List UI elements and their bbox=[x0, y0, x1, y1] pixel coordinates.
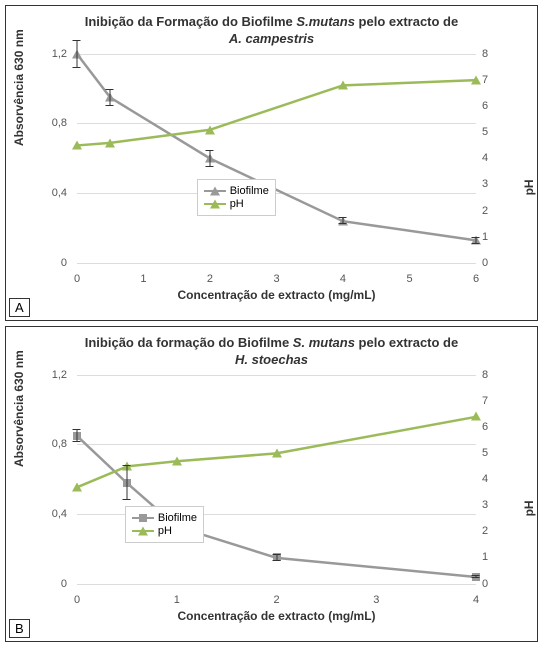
y2-tick-label: 3 bbox=[482, 178, 502, 190]
x-axis-title: Concentração de extracto (mg/mL) bbox=[177, 609, 375, 623]
title-species2: A. campestris bbox=[229, 31, 314, 46]
legend-item: pH bbox=[204, 198, 269, 210]
y2-tick-label: 0 bbox=[482, 578, 502, 590]
panel-label-a: A bbox=[9, 298, 30, 317]
x-tick-label: 3 bbox=[373, 594, 379, 606]
data-marker bbox=[72, 141, 82, 150]
x-axis-title: Concentração de extracto (mg/mL) bbox=[177, 288, 375, 302]
legend-label: Biofilme bbox=[158, 512, 197, 524]
data-marker bbox=[471, 75, 481, 84]
legend-item: pH bbox=[132, 525, 197, 537]
data-marker bbox=[72, 482, 82, 491]
legend-label: pH bbox=[158, 525, 172, 537]
x-tick-label: 3 bbox=[273, 273, 279, 285]
y2-tick-label: 2 bbox=[482, 525, 502, 537]
y1-tick-label: 1,2 bbox=[37, 369, 67, 381]
y2-tick-label: 5 bbox=[482, 126, 502, 138]
legend-item: Biofilme bbox=[132, 512, 197, 524]
error-bar bbox=[126, 465, 127, 500]
chart-title-b: Inibição da formação do Biofilme S. muta… bbox=[14, 335, 529, 369]
x-tick-label: 4 bbox=[473, 594, 479, 606]
y1-tick-label: 1,2 bbox=[37, 48, 67, 60]
y2-tick-label: 0 bbox=[482, 257, 502, 269]
data-marker bbox=[471, 412, 481, 421]
legend-label: pH bbox=[230, 198, 244, 210]
y2-tick-label: 1 bbox=[482, 551, 502, 563]
error-bar bbox=[476, 237, 477, 244]
y2-tick-label: 4 bbox=[482, 152, 502, 164]
x-tick-label: 1 bbox=[174, 594, 180, 606]
legend-item: Biofilme bbox=[204, 185, 269, 197]
title-species2: H. stoechas bbox=[235, 352, 308, 367]
title-prefix: Inibição da formação do Biofilme bbox=[85, 335, 293, 350]
x-tick-label: 6 bbox=[473, 273, 479, 285]
y2-axis-title: pH bbox=[522, 500, 536, 516]
legend: BiofilmepH bbox=[197, 179, 276, 216]
legend-label: Biofilme bbox=[230, 185, 269, 197]
title-prefix: Inibição da Formação do Biofilme bbox=[85, 14, 297, 29]
y2-tick-label: 6 bbox=[482, 421, 502, 433]
chart-container-a: Absorvência 630 nm pH 00,40,81,201234567… bbox=[59, 54, 494, 294]
x-tick-label: 4 bbox=[340, 273, 346, 285]
y2-tick-label: 5 bbox=[482, 447, 502, 459]
data-marker bbox=[105, 138, 115, 147]
plot-area-a: 00,40,81,20123456780123456BiofilmepH bbox=[77, 54, 476, 264]
y2-tick-label: 2 bbox=[482, 205, 502, 217]
y2-tick-label: 4 bbox=[482, 473, 502, 485]
gridline bbox=[77, 263, 476, 264]
y1-tick-label: 0,4 bbox=[37, 187, 67, 199]
title-species1: S. mutans bbox=[293, 335, 355, 350]
error-bar bbox=[209, 150, 210, 167]
title-mid: pelo extracto de bbox=[355, 335, 458, 350]
y2-tick-label: 6 bbox=[482, 100, 502, 112]
chart-svg bbox=[77, 54, 476, 263]
y2-tick-label: 7 bbox=[482, 74, 502, 86]
y2-tick-label: 3 bbox=[482, 499, 502, 511]
x-tick-label: 2 bbox=[207, 273, 213, 285]
data-marker bbox=[205, 125, 215, 134]
error-bar bbox=[77, 40, 78, 68]
chart-title-a: Inibição da Formação do Biofilme S.mutan… bbox=[14, 14, 529, 48]
chart-panel-a: Inibição da Formação do Biofilme S.mutan… bbox=[5, 5, 538, 321]
error-bar bbox=[476, 575, 477, 578]
y1-axis-title: Absorvência 630 nm bbox=[12, 350, 26, 467]
error-bar bbox=[342, 217, 343, 224]
y1-tick-label: 0,8 bbox=[37, 117, 67, 129]
title-mid: pelo extracto de bbox=[355, 14, 458, 29]
x-tick-label: 2 bbox=[273, 594, 279, 606]
plot-area-b: 00,40,81,201234567801234BiofilmepH bbox=[77, 375, 476, 585]
error-bar bbox=[276, 554, 277, 561]
chart-svg bbox=[77, 375, 476, 584]
chart-panel-b: Inibição da formação do Biofilme S. muta… bbox=[5, 326, 538, 642]
y1-tick-label: 0 bbox=[37, 578, 67, 590]
y1-tick-label: 0,8 bbox=[37, 438, 67, 450]
error-bar bbox=[77, 429, 78, 443]
y2-axis-title: pH bbox=[522, 179, 536, 195]
gridline bbox=[77, 584, 476, 585]
data-marker bbox=[172, 456, 182, 465]
y2-tick-label: 7 bbox=[482, 395, 502, 407]
legend: BiofilmepH bbox=[125, 506, 204, 543]
y1-tick-label: 0 bbox=[37, 257, 67, 269]
data-marker bbox=[272, 448, 282, 457]
x-tick-label: 0 bbox=[74, 273, 80, 285]
y2-tick-label: 8 bbox=[482, 48, 502, 60]
x-tick-label: 0 bbox=[74, 594, 80, 606]
data-marker bbox=[338, 81, 348, 90]
title-species1: S.mutans bbox=[296, 14, 355, 29]
chart-container-b: Absorvência 630 nm pH 00,40,81,201234567… bbox=[59, 375, 494, 615]
x-tick-label: 1 bbox=[140, 273, 146, 285]
y2-tick-label: 1 bbox=[482, 231, 502, 243]
panel-label-b: B bbox=[9, 619, 30, 638]
y2-tick-label: 8 bbox=[482, 369, 502, 381]
y1-axis-title: Absorvência 630 nm bbox=[12, 29, 26, 146]
y1-tick-label: 0,4 bbox=[37, 508, 67, 520]
error-bar bbox=[110, 89, 111, 106]
x-tick-label: 5 bbox=[406, 273, 412, 285]
